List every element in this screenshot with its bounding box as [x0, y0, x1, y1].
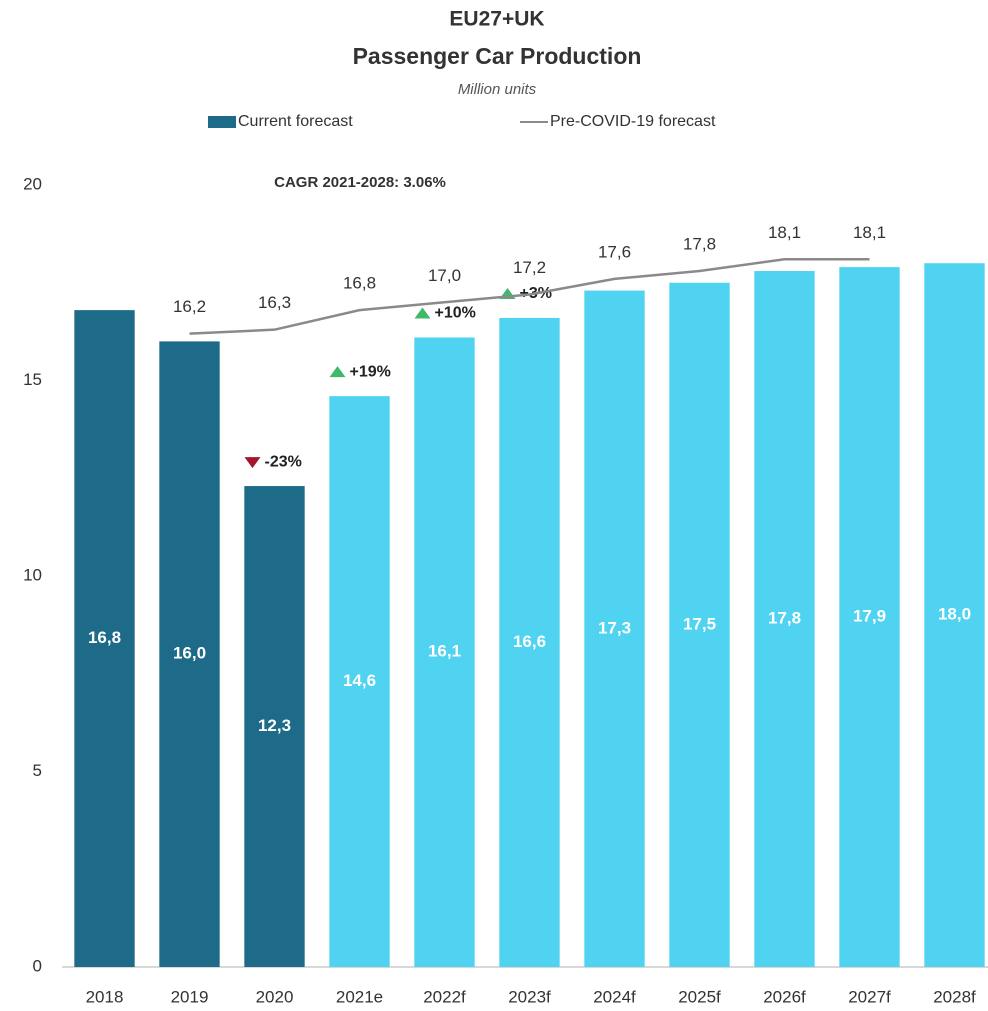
- bar-value-label: 14,6: [343, 671, 376, 690]
- x-tick-label: 2021e: [336, 987, 383, 1006]
- change-label: -23%: [265, 453, 302, 470]
- cagr-annotation: CAGR 2021-2028: 3.06%: [274, 174, 446, 191]
- bar-value-label: 16,6: [513, 632, 546, 651]
- bar: [329, 396, 390, 967]
- line-value-label: 18,1: [768, 223, 801, 242]
- line: [189, 258, 870, 335]
- line-value-label: 16,3: [258, 293, 291, 312]
- bar-value-label: 16,0: [173, 644, 206, 663]
- bar: [499, 317, 560, 967]
- bar-value-label: 12,3: [258, 716, 291, 735]
- y-tick-label: 20: [23, 174, 42, 193]
- bar-value-label: 16,1: [428, 642, 461, 661]
- bar-value-label: 17,5: [683, 614, 716, 633]
- bar-value-label: 17,8: [768, 608, 801, 627]
- x-tick-label: 2023f: [508, 987, 551, 1006]
- change-label: +19%: [350, 363, 391, 380]
- x-tick-label: 2022f: [423, 987, 466, 1006]
- change-arrow: [414, 307, 431, 319]
- bar-value-label: 17,3: [598, 618, 631, 637]
- change-arrow: [329, 366, 346, 378]
- bar: [74, 310, 135, 967]
- y-tick-label: 10: [23, 565, 42, 584]
- x-tick-label: 2018: [86, 987, 124, 1006]
- change-label: +10%: [435, 305, 476, 322]
- y-tick-label: 15: [23, 370, 42, 389]
- x-tick-label: 2025f: [678, 987, 721, 1006]
- legend-label: Pre-COVID-19 forecast: [550, 113, 716, 130]
- bar: [414, 337, 475, 967]
- bar: [244, 486, 305, 967]
- x-tick-label: 2026f: [763, 987, 806, 1006]
- line-value-label: 17,0: [428, 266, 461, 285]
- bar: [669, 282, 730, 967]
- y-tick-label: 0: [33, 956, 42, 975]
- line-value-label: 18,1: [853, 223, 886, 242]
- chart-subtitle: Passenger Car Production: [353, 43, 642, 69]
- bar: [924, 263, 985, 967]
- x-tick-label: 2028f: [933, 987, 976, 1006]
- bar: [754, 271, 815, 967]
- bar: [584, 290, 645, 967]
- bar: [159, 341, 220, 967]
- unit-label: Million units: [458, 81, 537, 98]
- x-tick-label: 2019: [171, 987, 209, 1006]
- x-tick-label: 2027f: [848, 987, 891, 1006]
- y-tick-label: 5: [33, 761, 42, 780]
- bar: [839, 267, 900, 967]
- bar-value-label: 18,0: [938, 605, 971, 624]
- line-value-label: 17,6: [598, 242, 631, 261]
- line-value-label: 16,8: [343, 274, 376, 293]
- x-tick-label: 2020: [256, 987, 294, 1006]
- chart-title: EU27+UK: [449, 8, 544, 31]
- x-tick-label: 2024f: [593, 987, 636, 1006]
- bar-value-label: 16,8: [88, 628, 121, 647]
- legend-label: Current forecast: [238, 113, 353, 130]
- line-value-label: 17,8: [683, 235, 716, 254]
- bar-value-label: 17,9: [853, 607, 886, 626]
- legend-swatch: [208, 116, 236, 128]
- change-arrow: [244, 457, 261, 469]
- line-value-label: 16,2: [173, 297, 206, 316]
- line-value-label: 17,2: [513, 258, 546, 277]
